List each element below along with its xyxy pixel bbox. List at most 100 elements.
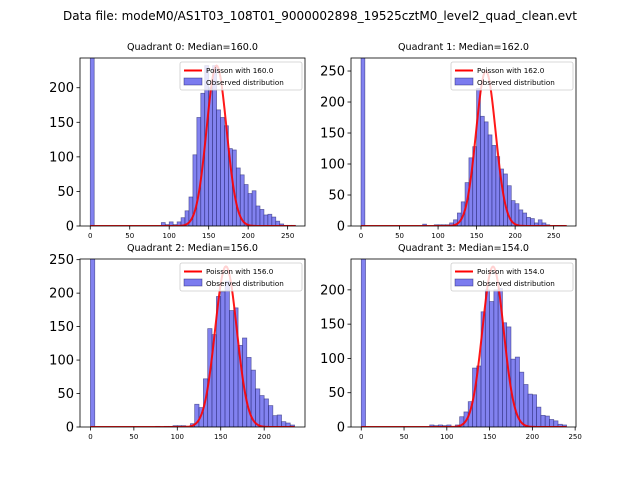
x-tick-label: 200 — [241, 232, 254, 240]
histogram-bar — [272, 415, 278, 427]
y-tick-label: 200 — [320, 283, 345, 298]
y-tick-label: 50 — [328, 386, 345, 401]
x-tick-label: 200 — [526, 433, 539, 441]
histogram-bar — [276, 414, 282, 427]
histogram-bar — [89, 58, 95, 226]
subplot-quadrant-0: Quadrant 0: Median=160.0 0 50 100 150 200 0 50 1… — [49, 42, 306, 240]
histogram-bar — [530, 218, 535, 226]
y-tick-label: 150 — [49, 116, 74, 131]
x-tick-label: 100 — [163, 232, 176, 240]
x-tick-label: 100 — [440, 433, 453, 441]
histogram-bar — [483, 121, 489, 226]
subplot-title: Quadrant 2: Median=156.0 — [127, 243, 258, 254]
axes-frame — [350, 258, 577, 428]
histogram-bar — [532, 394, 537, 427]
histogram-bar — [216, 109, 221, 226]
histogram-bar — [536, 406, 542, 427]
legend-observed-swatch — [454, 77, 474, 86]
y-tick-label: 100 — [320, 352, 345, 367]
histogram-bars — [89, 58, 296, 226]
legend-poisson-label: Poisson with 160.0 — [206, 66, 274, 75]
histogram-bar — [549, 419, 555, 427]
histogram-bar — [289, 424, 295, 427]
histogram-bar — [491, 145, 497, 226]
legend-poisson-label: Poisson with 154.0 — [477, 267, 545, 276]
x-tick-label: 50 — [400, 433, 409, 441]
y-tick-label: 100 — [49, 354, 74, 369]
histogram-bar — [168, 221, 174, 226]
legend-poisson-label: Poisson with 156.0 — [206, 267, 274, 276]
x-tick-label: 200 — [257, 433, 270, 441]
histogram-bar — [224, 280, 230, 427]
histogram-bar — [514, 203, 520, 226]
histogram-bar — [489, 301, 495, 427]
histogram-bar — [268, 405, 274, 427]
y-tick-label: 0 — [66, 220, 74, 235]
axes-frame — [350, 57, 577, 227]
histogram-bar — [220, 117, 225, 226]
x-tick-label: 150 — [202, 232, 215, 240]
histogram-bar — [544, 415, 550, 427]
y-tick-label: 150 — [320, 318, 345, 333]
histogram-bar — [522, 212, 528, 226]
subplot-title: Quadrant 0: Median=160.0 — [127, 42, 258, 53]
x-tick-label: 250 — [547, 232, 560, 240]
histogram-bar — [255, 388, 261, 427]
histogram-bar — [526, 216, 531, 226]
histogram-bar — [360, 58, 366, 226]
histogram-bar — [480, 115, 485, 226]
y-tick-label: 200 — [320, 96, 345, 111]
subplot-quadrant-1: Quadrant 1: Median=162.0 0 50 100 150 200 250 0… — [320, 42, 577, 240]
y-tick-label: 200 — [49, 287, 74, 302]
legend-observed-label: Observed distribution — [477, 279, 555, 288]
legend-observed-label: Observed distribution — [477, 78, 555, 87]
histogram-bar — [360, 259, 366, 427]
x-tick-label: 250 — [568, 433, 581, 441]
y-tick-label: 0 — [337, 421, 345, 436]
histogram-bar — [90, 259, 96, 427]
histogram-bar — [561, 424, 567, 427]
histogram-bar — [267, 213, 273, 226]
legend-box — [179, 61, 303, 91]
legend-observed-swatch — [183, 278, 203, 287]
x-tick-label: 0 — [88, 433, 92, 441]
x-tick-label: 100 — [171, 433, 184, 441]
histogram-bar — [255, 205, 261, 226]
histogram-bar — [196, 117, 202, 226]
axes-frame — [79, 258, 306, 428]
y-tick-label: 0 — [337, 220, 345, 235]
x-tick-label: 250 — [281, 232, 294, 240]
y-tick-label: 150 — [320, 127, 345, 142]
histogram-bar — [263, 214, 269, 226]
x-tick-label: 100 — [431, 232, 444, 240]
x-tick-label: 150 — [483, 433, 496, 441]
y-tick-label: 100 — [49, 150, 74, 165]
y-tick-label: 250 — [49, 253, 74, 268]
subplot-title: Quadrant 3: Median=154.0 — [398, 243, 529, 254]
histogram-bar — [540, 414, 546, 427]
x-tick-label: 0 — [359, 232, 363, 240]
legend-observed-swatch — [454, 278, 474, 287]
x-tick-label: 50 — [129, 433, 138, 441]
histogram-bar — [243, 184, 249, 226]
histogram-bar — [220, 291, 226, 427]
y-tick-label: 150 — [49, 320, 74, 335]
subplot-quadrant-3: Quadrant 3: Median=154.0 0 50 100 150 200 0 50 1… — [320, 243, 582, 441]
histogram-bar — [229, 310, 235, 427]
histogram-bar — [259, 209, 265, 226]
legend-box — [179, 262, 303, 292]
y-tick-label: 100 — [320, 158, 345, 173]
x-tick-label: 0 — [88, 232, 92, 240]
legend-observed-swatch — [183, 77, 203, 86]
histogram-bar — [251, 190, 257, 226]
histogram-bar — [518, 209, 524, 226]
figure-suptitle: Data file: modeM0/AS1T03_108T01_90000028… — [63, 9, 577, 23]
legend: Poisson with 154.0 Observed distribution — [450, 262, 574, 292]
legend: Poisson with 160.0 Observed distribution — [179, 61, 303, 91]
histogram-bar — [247, 193, 253, 226]
y-tick-label: 50 — [328, 189, 345, 204]
histogram-bar — [523, 384, 529, 427]
poisson-curve — [361, 69, 567, 226]
legend: Poisson with 162.0 Observed distribution — [450, 61, 574, 91]
